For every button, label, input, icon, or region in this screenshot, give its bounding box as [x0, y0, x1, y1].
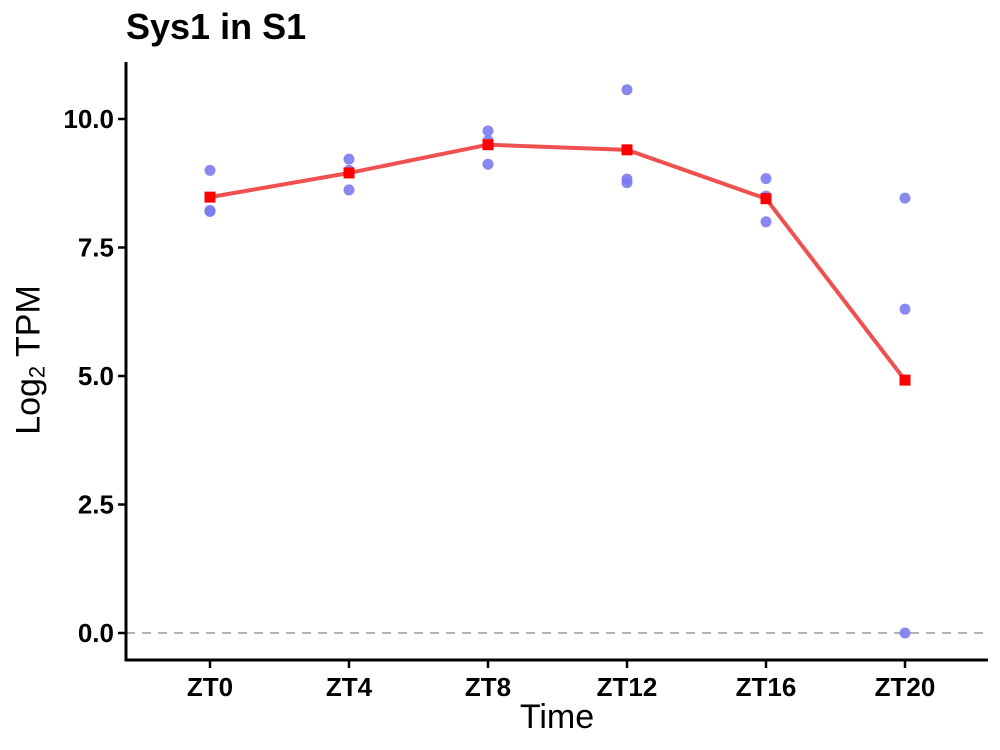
y-tick-label: 0.0 — [78, 618, 114, 648]
replicate-point — [482, 125, 494, 137]
x-tick-label: ZT0 — [187, 672, 233, 702]
replicate-point — [482, 158, 494, 170]
replicate-point — [621, 177, 633, 189]
mean-line — [209, 142, 907, 382]
mean-marker — [899, 374, 911, 386]
replicate-point — [899, 303, 911, 315]
mean-marker — [343, 167, 355, 179]
replicate-point — [899, 192, 911, 204]
y-tick-label: 10.0 — [63, 104, 114, 134]
replicate-point — [204, 164, 216, 176]
mean-marker — [482, 139, 494, 151]
mean-marker — [204, 191, 216, 203]
replicate-point — [760, 216, 772, 228]
replicate-point — [899, 627, 911, 639]
replicate-point — [343, 153, 355, 165]
replicate-point — [760, 173, 772, 185]
x-tick-label: ZT8 — [465, 672, 511, 702]
y-tick-label: 2.5 — [78, 490, 114, 520]
x-tick-label: ZT4 — [326, 672, 373, 702]
y-axis-title: Log2 TPM — [10, 285, 51, 435]
y-tick-label: 7.5 — [78, 233, 114, 263]
y-axis-title-main: Log — [9, 378, 48, 435]
x-axis-title: Time — [519, 698, 595, 736]
x-tick-label: ZT16 — [736, 672, 797, 702]
replicate-point — [343, 184, 355, 196]
x-tick-label: ZT12 — [597, 672, 658, 702]
chart-title: Sys1 in S1 — [126, 6, 307, 47]
y-tick-label: 5.0 — [78, 361, 114, 391]
y-axis-title-suffix: TPM — [9, 285, 48, 366]
x-tick-label: ZT20 — [875, 672, 936, 702]
replicate-point — [204, 206, 216, 218]
y-axis-title-subscript: 2 — [24, 365, 50, 379]
mean-marker — [760, 193, 772, 205]
replicate-point — [621, 84, 633, 96]
mean-marker — [621, 144, 633, 156]
